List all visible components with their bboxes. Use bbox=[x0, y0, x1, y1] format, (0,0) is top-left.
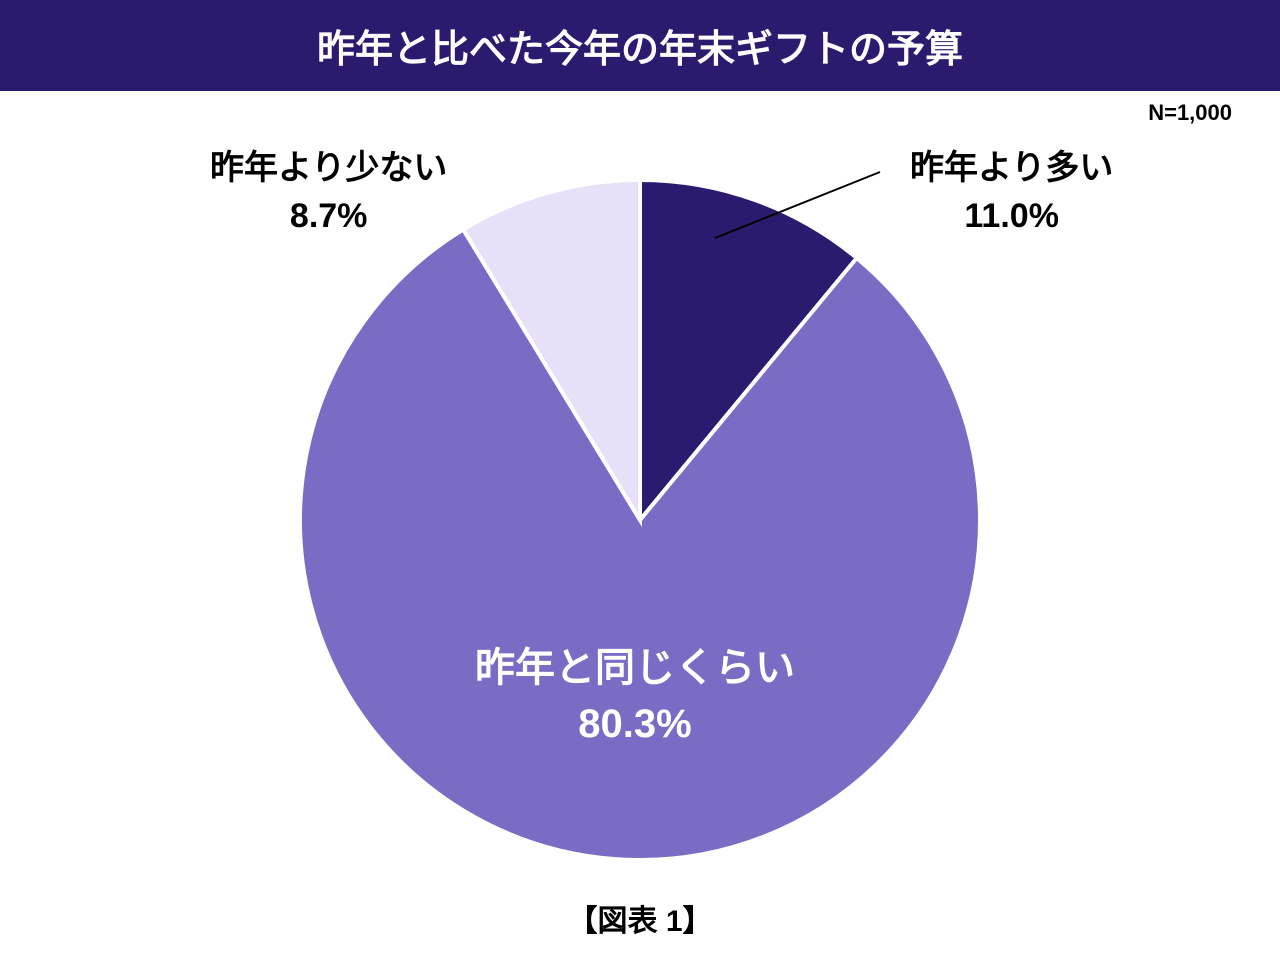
pie-chart bbox=[0, 0, 1280, 960]
slice-value-text-0: 11.0% bbox=[910, 193, 1113, 241]
slice-label-0: 昨年より多い11.0% bbox=[910, 145, 1113, 240]
slice-label-text-0: 昨年より多い bbox=[910, 145, 1113, 193]
slice-label-text-2: 昨年より少ない bbox=[210, 145, 447, 193]
slice-label-text-1: 昨年と同じくらい bbox=[475, 640, 795, 696]
figure-caption: 【図表 1】 bbox=[567, 896, 712, 940]
slice-label-1: 昨年と同じくらい80.3% bbox=[475, 640, 795, 752]
slice-label-2: 昨年より少ない8.7% bbox=[210, 145, 447, 240]
slice-value-text-1: 80.3% bbox=[475, 696, 795, 752]
slice-value-text-2: 8.7% bbox=[210, 193, 447, 241]
